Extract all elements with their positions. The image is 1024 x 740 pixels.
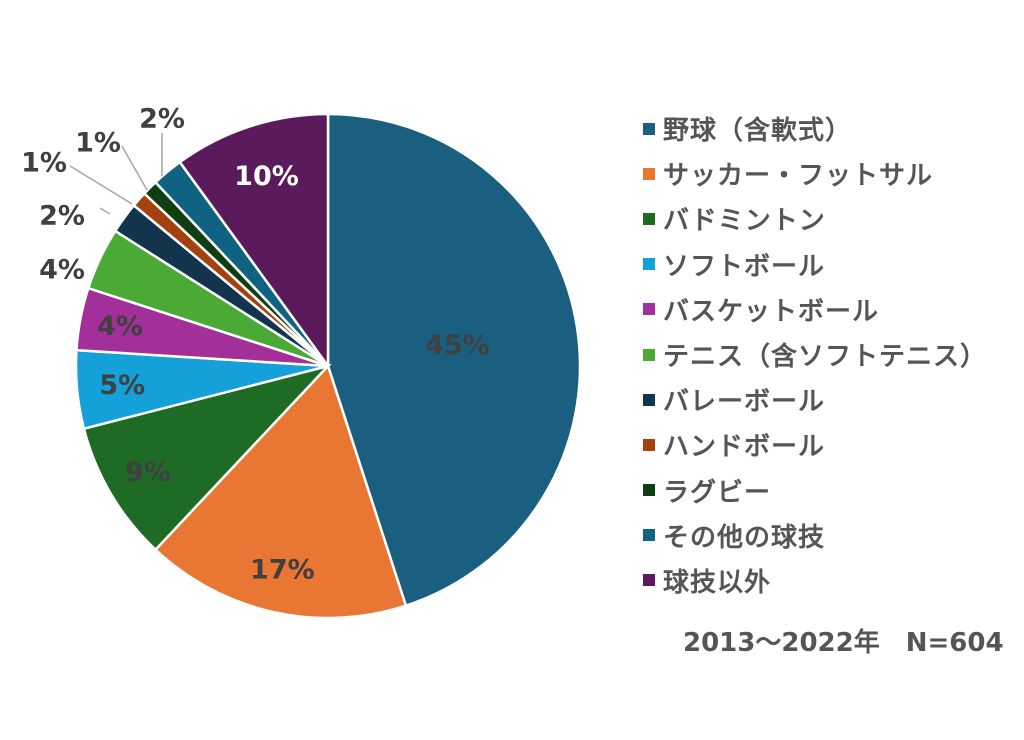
slice-value-label: 2% [39, 201, 85, 232]
legend-item: バスケットボール [643, 287, 987, 332]
slice-value-label: 10% [234, 161, 299, 192]
pie-slice [153, 363, 408, 620]
slice-value-label: 1% [21, 148, 67, 179]
legend-swatch [643, 212, 655, 225]
leader-line [69, 165, 133, 205]
data-labels: 45% 17% 9% 5% 4% 4% 2% 1% 1% 2% 10% [21, 104, 490, 586]
legend-label: バレーボール [663, 387, 826, 418]
leader-line [99, 207, 111, 215]
legend-item: 野球（含軟式） [643, 106, 987, 151]
pie-slice [82, 363, 332, 552]
legend-label: サッカー・フットサル [663, 161, 934, 192]
slice-value-label: 4% [97, 311, 143, 342]
legend-label: バスケットボール [663, 296, 880, 327]
slice-value-label: 1% [75, 128, 121, 159]
pie-slice [326, 112, 582, 608]
leader-lines [69, 133, 163, 215]
legend-swatch [643, 167, 655, 180]
legend-item: ハンドボール [643, 422, 987, 467]
legend-label: ラグビー [663, 477, 772, 508]
legend-label: 球技以外 [663, 567, 772, 598]
pie-slices [74, 112, 582, 620]
legend-swatch [643, 484, 655, 497]
slice-value-label: 2% [139, 104, 185, 135]
legend-item: テニス（含ソフトテニス） [643, 332, 987, 377]
legend-label: バドミントン [663, 206, 826, 237]
slice-value-label: 5% [99, 370, 145, 401]
leader-line [121, 145, 148, 191]
legend-swatch [643, 258, 655, 271]
legend-label: その他の球技 [663, 522, 826, 553]
slice-value-label: 45% [425, 330, 490, 361]
legend-label: ソフトボール [663, 251, 826, 282]
legend-swatch [643, 438, 655, 451]
legend-swatch [643, 529, 655, 542]
legend-label: 野球（含軟式） [663, 116, 853, 147]
slice-value-label: 4% [39, 255, 85, 286]
legend-item: その他の球技 [643, 513, 987, 558]
legend-swatch [643, 122, 655, 135]
legend-item: バレーボール [643, 377, 987, 422]
legend-item: ソフトボール [643, 242, 987, 287]
slice-value-label: 9% [125, 457, 171, 488]
legend: 野球（含軟式） サッカー・フットサル バドミントン ソフトボールバスケットボールテニス… [643, 106, 987, 603]
footnote: 2013〜2022年 N=604 [683, 628, 1004, 658]
legend-item: バドミントン [643, 196, 987, 241]
legend-item: 球技以外 [643, 558, 987, 603]
slice-value-label: 17% [250, 555, 315, 586]
legend-swatch [643, 393, 655, 406]
legend-label: ハンドボール [663, 432, 826, 463]
legend-swatch [643, 574, 655, 587]
legend-item: サッカー・フットサル [643, 151, 987, 196]
legend-swatch [643, 348, 655, 361]
legend-label: テニス（含ソフトテニス） [663, 342, 988, 373]
legend-item: ラグビー [643, 468, 987, 513]
pie-slice [178, 112, 330, 370]
legend-swatch [643, 303, 655, 316]
